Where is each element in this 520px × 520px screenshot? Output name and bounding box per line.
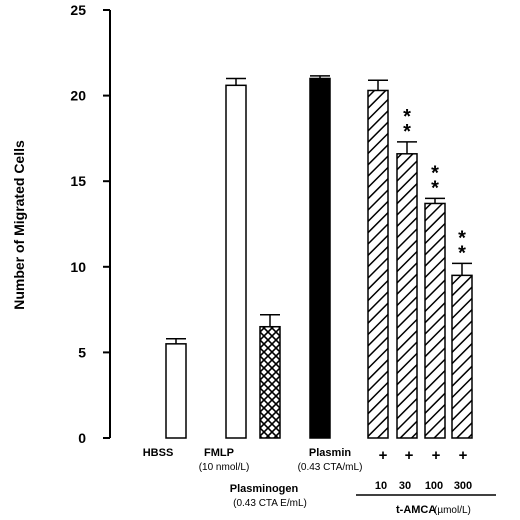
y-tick-label: 10 (70, 259, 86, 275)
significance-marker: * * (458, 227, 466, 264)
y-tick-label: 15 (70, 173, 86, 189)
y-tick-label: 20 (70, 88, 86, 104)
bar (259, 325, 281, 439)
bar (165, 343, 187, 439)
y-tick-label: 25 (70, 2, 86, 18)
y-tick-label: 0 (78, 430, 86, 446)
label-tamca-unit: (µmol/L) (434, 505, 471, 516)
plus-sign: + (379, 447, 388, 464)
y-axis: 0 5 10 15 20 25 (70, 2, 111, 446)
concentration-label: 30 (399, 480, 411, 492)
label-hbss: HBSS (143, 447, 174, 459)
bar (424, 202, 446, 439)
bar (451, 274, 473, 439)
label-fmlp-sub: (10 nmol/L) (199, 462, 250, 473)
y-tick-label: 5 (78, 344, 86, 360)
concentration-label: 300 (454, 480, 472, 492)
concentration-label: 100 (425, 480, 443, 492)
label-tamca: t-AMCA (396, 504, 436, 516)
plus-sign: + (405, 447, 414, 464)
label-plasmin-sub: (0.43 CTA/mL) (298, 462, 363, 473)
label-plasminogen: Plasminogen (230, 483, 299, 495)
significance-marker: * * (431, 162, 439, 199)
tamca-concentrations: 10 30 100 300 (375, 480, 472, 492)
plasmin-plus-row: + + + + (379, 447, 468, 464)
label-plasminogen-sub: (0.43 CTA E/mL) (233, 498, 307, 509)
label-fmlp: FMLP (204, 447, 234, 459)
bar (396, 153, 418, 439)
plus-sign: + (432, 447, 441, 464)
y-axis-title: Number of Migrated Cells (11, 140, 27, 310)
label-plasmin: Plasmin (309, 447, 351, 459)
bars: * * * * * * (165, 75, 473, 439)
concentration-label: 10 (375, 480, 387, 492)
bar (309, 77, 331, 439)
bar (367, 89, 389, 439)
plus-sign: + (459, 447, 468, 464)
significance-marker: * * (403, 106, 411, 143)
bar (225, 84, 247, 439)
